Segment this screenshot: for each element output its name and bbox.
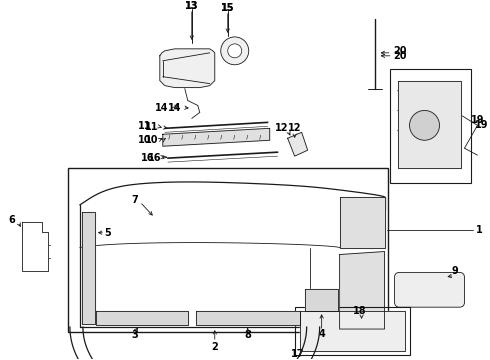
FancyBboxPatch shape	[394, 273, 465, 307]
Circle shape	[410, 111, 440, 140]
Circle shape	[221, 37, 249, 65]
Text: 18: 18	[353, 306, 367, 316]
Text: 20: 20	[393, 51, 406, 61]
Polygon shape	[160, 49, 215, 87]
Text: 9: 9	[451, 266, 458, 276]
Polygon shape	[397, 81, 462, 168]
Polygon shape	[305, 289, 338, 311]
Text: 3: 3	[131, 330, 138, 340]
Polygon shape	[82, 212, 95, 324]
Text: 15: 15	[221, 3, 235, 13]
Text: 11: 11	[145, 122, 159, 132]
Polygon shape	[22, 222, 48, 271]
Text: 17: 17	[291, 349, 304, 359]
Text: 12: 12	[288, 123, 301, 133]
Text: 2: 2	[211, 342, 218, 352]
Text: 1: 1	[476, 225, 483, 235]
Text: 19: 19	[471, 116, 484, 125]
Polygon shape	[340, 252, 385, 329]
Bar	[294, 307, 410, 355]
Text: 10: 10	[138, 135, 151, 145]
Bar	[68, 168, 388, 332]
Text: 6: 6	[9, 215, 15, 225]
Polygon shape	[163, 128, 270, 146]
Text: 20: 20	[393, 46, 406, 56]
Polygon shape	[288, 132, 308, 156]
Text: 13: 13	[185, 1, 198, 11]
Text: 4: 4	[318, 329, 325, 339]
Text: 7: 7	[131, 195, 138, 205]
Text: 12: 12	[275, 123, 289, 133]
Text: 16: 16	[148, 153, 162, 163]
Text: 8: 8	[245, 330, 251, 340]
Text: 5: 5	[104, 228, 111, 238]
Polygon shape	[196, 311, 300, 325]
Text: 13: 13	[185, 1, 198, 11]
Text: 14: 14	[168, 103, 182, 113]
Circle shape	[228, 44, 242, 58]
Polygon shape	[96, 311, 188, 325]
Polygon shape	[340, 197, 385, 248]
Text: 11: 11	[138, 121, 151, 131]
Text: 19: 19	[475, 120, 488, 130]
Text: 14: 14	[155, 103, 169, 113]
Polygon shape	[300, 311, 405, 351]
Text: 10: 10	[145, 135, 159, 145]
Bar	[390, 69, 471, 183]
Text: 16: 16	[141, 153, 154, 163]
Text: 15: 15	[221, 3, 235, 13]
